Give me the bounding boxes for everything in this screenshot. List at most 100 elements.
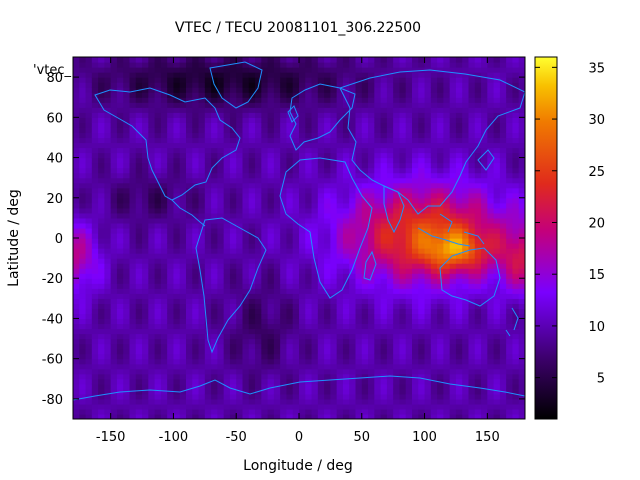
heatmap-cell xyxy=(229,268,237,274)
heatmap-cell xyxy=(481,92,488,98)
heatmap-cell xyxy=(85,132,93,139)
heatmap-cell xyxy=(405,398,413,405)
heatmap-cell xyxy=(211,293,218,299)
heatmap-cell xyxy=(299,263,306,269)
heatmap-cell xyxy=(449,243,457,249)
heatmap-cell xyxy=(129,368,137,375)
heatmap-cell xyxy=(167,72,175,78)
heatmap-cell xyxy=(336,363,344,370)
heatmap-cell xyxy=(455,263,463,269)
heatmap-cell xyxy=(336,92,344,98)
heatmap-cell xyxy=(386,338,394,345)
heatmap-cell xyxy=(393,413,401,419)
heatmap-cell xyxy=(91,283,99,289)
heatmap-cell xyxy=(229,313,237,320)
heatmap-cell xyxy=(499,318,507,325)
heatmap-cell xyxy=(342,217,350,224)
heatmap-cell xyxy=(292,343,300,350)
heatmap-cell xyxy=(330,212,338,219)
heatmap-cell xyxy=(110,207,118,214)
heatmap-cell xyxy=(179,222,187,229)
heatmap-cell xyxy=(292,217,300,224)
heatmap-cell xyxy=(85,187,93,194)
heatmap-cell xyxy=(116,57,124,63)
heatmap-cell xyxy=(374,323,382,330)
heatmap-cell xyxy=(85,172,93,179)
heatmap-cell xyxy=(418,172,426,179)
heatmap-cell xyxy=(211,212,218,219)
heatmap-cell xyxy=(462,132,470,139)
heatmap-cell xyxy=(186,343,193,350)
heatmap-cell xyxy=(336,87,344,93)
heatmap-cell xyxy=(418,318,426,325)
heatmap-cell xyxy=(437,142,444,149)
heatmap-cell xyxy=(361,373,369,380)
heatmap-cell xyxy=(499,212,507,219)
heatmap-cell xyxy=(217,162,225,169)
heatmap-cell xyxy=(160,403,168,410)
heatmap-cell xyxy=(342,288,350,294)
heatmap-cell xyxy=(85,348,93,355)
heatmap-cell xyxy=(223,253,231,259)
heatmap-cell xyxy=(98,72,105,78)
heatmap-cell xyxy=(179,207,187,214)
heatmap-cell xyxy=(217,177,225,184)
heatmap-cell xyxy=(123,97,131,103)
heatmap-cell xyxy=(129,313,137,320)
heatmap-cell xyxy=(305,152,313,159)
heatmap-cell xyxy=(330,122,338,128)
heatmap-cell xyxy=(311,238,319,244)
heatmap-cell xyxy=(437,222,444,229)
heatmap-cell xyxy=(73,217,80,224)
heatmap-cell xyxy=(443,232,451,239)
heatmap-cell xyxy=(311,137,319,144)
heatmap-cell xyxy=(493,293,501,299)
heatmap-cell xyxy=(330,328,338,335)
heatmap-cell xyxy=(179,323,187,330)
heatmap-cell xyxy=(311,67,319,73)
heatmap-cell xyxy=(79,308,87,315)
heatmap-cell xyxy=(160,197,168,204)
heatmap-cell xyxy=(299,177,306,184)
heatmap-cell xyxy=(355,102,363,108)
heatmap-cell xyxy=(437,167,444,174)
heatmap-cell xyxy=(349,112,357,118)
heatmap-cell xyxy=(148,132,156,139)
heatmap-cell xyxy=(110,202,118,209)
heatmap-cell xyxy=(299,268,306,274)
heatmap-cell xyxy=(462,258,470,264)
heatmap-cell xyxy=(418,273,426,279)
heatmap-cell xyxy=(192,373,200,380)
heatmap-cell xyxy=(311,227,319,234)
heatmap-cell xyxy=(399,238,407,244)
heatmap-cell xyxy=(167,147,175,154)
heatmap-cell xyxy=(167,348,175,355)
heatmap-cell xyxy=(148,107,156,113)
heatmap-cell xyxy=(412,122,419,128)
heatmap-cell xyxy=(336,192,344,199)
heatmap-cell xyxy=(154,197,162,204)
heatmap-cell xyxy=(462,388,470,395)
heatmap-cell xyxy=(79,182,87,189)
heatmap-cell xyxy=(98,167,105,174)
heatmap-cell xyxy=(280,358,288,365)
heatmap-cell xyxy=(430,378,438,385)
heatmap-cell xyxy=(248,82,256,88)
heatmap-cell xyxy=(261,303,269,309)
heatmap-cell xyxy=(330,273,338,279)
heatmap-cell xyxy=(506,398,514,405)
heatmap-cell xyxy=(324,263,331,269)
heatmap-cell xyxy=(104,232,112,239)
heatmap-cell xyxy=(110,378,118,385)
heatmap-cell xyxy=(211,92,218,98)
heatmap-cell xyxy=(242,167,250,174)
heatmap-cell xyxy=(311,343,319,350)
heatmap-cell xyxy=(186,172,193,179)
heatmap-cell xyxy=(236,238,244,244)
heatmap-cell xyxy=(317,182,325,189)
heatmap-cell xyxy=(229,172,237,179)
heatmap-cell xyxy=(311,162,319,169)
heatmap-cell xyxy=(342,62,350,68)
heatmap-cell xyxy=(311,232,319,239)
heatmap-cell xyxy=(418,373,426,380)
